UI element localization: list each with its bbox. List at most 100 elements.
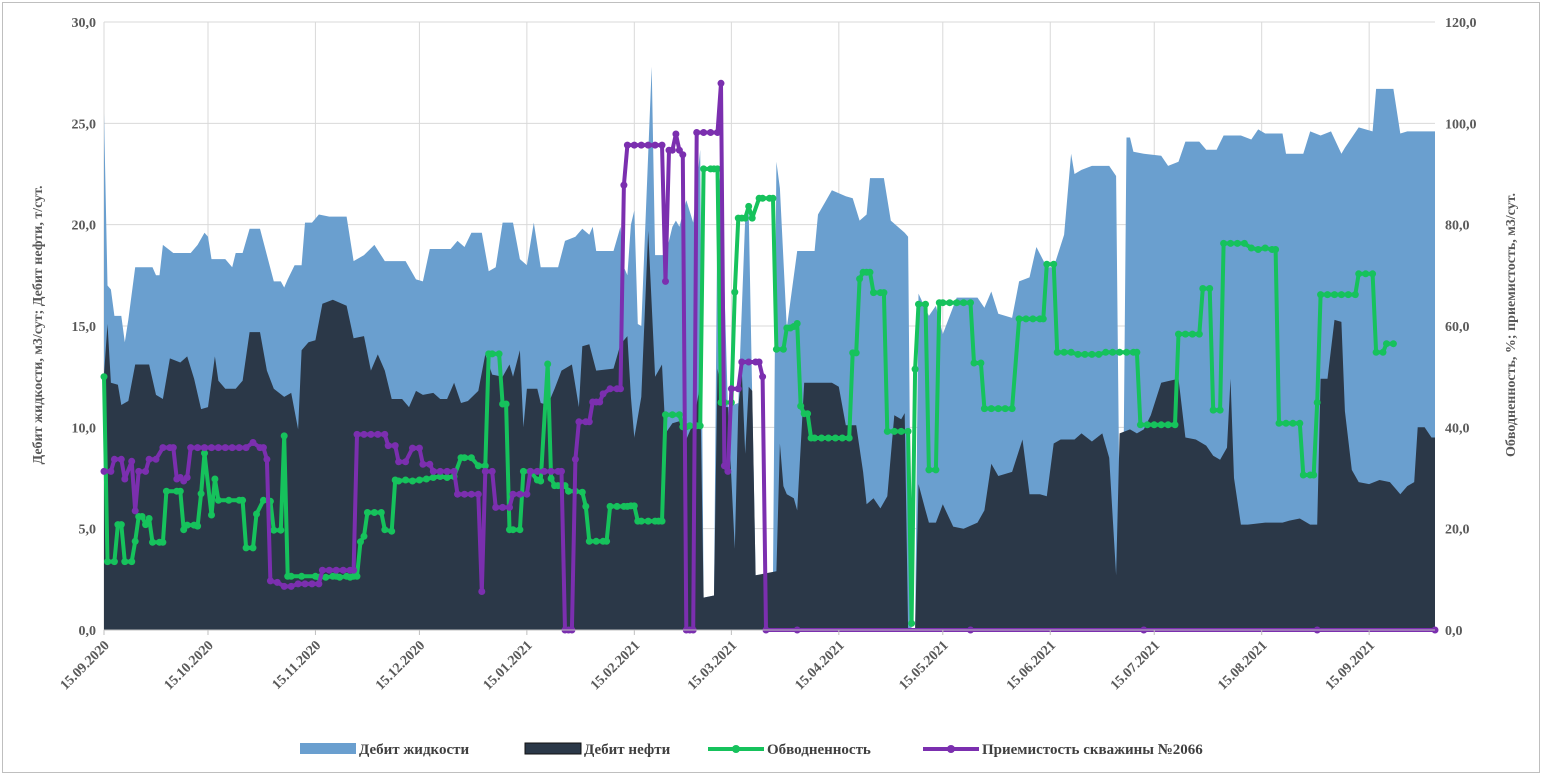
point-injectivity bbox=[117, 455, 125, 463]
point-injectivity bbox=[717, 79, 725, 87]
point-injectivity bbox=[700, 129, 708, 136]
point-watercut bbox=[377, 509, 385, 516]
point-watercut bbox=[630, 502, 638, 510]
point-watercut bbox=[145, 515, 153, 522]
point-watercut bbox=[249, 544, 257, 552]
legend-label: Обводненность bbox=[767, 742, 871, 758]
point-injectivity bbox=[214, 444, 222, 452]
point-watercut bbox=[1008, 405, 1016, 413]
point-watercut bbox=[1383, 340, 1390, 348]
point-injectivity bbox=[599, 390, 607, 398]
point-injectivity bbox=[259, 444, 267, 452]
point-watercut bbox=[194, 522, 202, 530]
point-injectivity bbox=[672, 130, 680, 138]
point-watercut bbox=[925, 466, 933, 474]
point-injectivity bbox=[693, 129, 701, 136]
point-watercut bbox=[467, 454, 475, 462]
point-injectivity bbox=[499, 503, 507, 511]
point-injectivity bbox=[533, 467, 541, 475]
point-watercut bbox=[537, 477, 545, 485]
point-watercut bbox=[838, 434, 846, 442]
point-watercut bbox=[544, 360, 552, 368]
point-injectivity bbox=[402, 458, 410, 466]
point-watercut bbox=[242, 544, 250, 552]
point-injectivity bbox=[623, 141, 631, 149]
point-injectivity bbox=[135, 467, 143, 475]
y-tick-label: 25,0 bbox=[72, 117, 97, 132]
point-injectivity bbox=[128, 457, 136, 465]
point-injectivity bbox=[395, 458, 403, 466]
point-watercut bbox=[381, 526, 389, 534]
point-watercut bbox=[1043, 260, 1051, 268]
point-injectivity bbox=[391, 442, 399, 450]
point-injectivity bbox=[745, 358, 753, 366]
legend-swatch-marker bbox=[732, 745, 740, 753]
point-injectivity bbox=[617, 385, 624, 393]
point-injectivity bbox=[516, 490, 524, 498]
x-tick-label: 15.04.2021 bbox=[792, 638, 847, 693]
point-injectivity bbox=[606, 385, 614, 393]
point-watercut bbox=[1227, 239, 1234, 247]
point-watercut bbox=[128, 558, 136, 566]
point-injectivity bbox=[707, 129, 715, 136]
point-watercut bbox=[214, 496, 222, 504]
point-watercut bbox=[748, 214, 756, 222]
area-oil-rate bbox=[104, 230, 1435, 630]
point-watercut bbox=[1188, 330, 1196, 338]
point-watercut bbox=[1157, 421, 1165, 429]
point-watercut bbox=[565, 487, 572, 495]
point-watercut bbox=[322, 573, 330, 581]
point-injectivity bbox=[481, 467, 489, 475]
point-injectivity bbox=[273, 578, 281, 586]
point-injectivity bbox=[374, 430, 382, 438]
point-injectivity bbox=[280, 582, 288, 590]
point-injectivity bbox=[360, 430, 368, 438]
point-injectivity bbox=[266, 577, 274, 585]
point-watercut bbox=[277, 526, 285, 534]
y-axis-title: Дебит жидкости, м3/сут; Дебит нефти, т/с… bbox=[31, 186, 46, 465]
x-tick-label: 15.09.2021 bbox=[1323, 638, 1378, 693]
point-watercut bbox=[1109, 348, 1117, 356]
point-watercut bbox=[759, 194, 767, 202]
point-watercut bbox=[461, 454, 468, 462]
point-injectivity bbox=[183, 474, 191, 481]
point-injectivity bbox=[152, 455, 160, 463]
point-watercut bbox=[960, 299, 968, 307]
point-watercut bbox=[637, 517, 645, 525]
point-injectivity bbox=[488, 467, 496, 475]
point-watercut bbox=[856, 275, 864, 283]
point-injectivity bbox=[415, 444, 423, 452]
point-watercut bbox=[1116, 348, 1124, 356]
point-watercut bbox=[603, 537, 611, 545]
point-watercut bbox=[967, 299, 974, 307]
point-injectivity bbox=[301, 580, 309, 588]
point-injectivity bbox=[409, 444, 416, 452]
point-injectivity bbox=[727, 385, 735, 393]
point-injectivity bbox=[734, 385, 742, 393]
point-watercut bbox=[1171, 421, 1179, 429]
point-watercut bbox=[388, 527, 396, 535]
x-tick-label: 15.07.2021 bbox=[1108, 638, 1163, 693]
legend-label: Приемистость скважины №2066 bbox=[982, 742, 1203, 758]
point-watercut bbox=[1296, 419, 1304, 427]
point-injectivity bbox=[145, 455, 153, 463]
point-injectivity bbox=[523, 490, 531, 498]
point-watercut bbox=[1015, 315, 1023, 323]
point-injectivity bbox=[630, 141, 638, 149]
point-watercut bbox=[481, 462, 489, 470]
point-watercut bbox=[745, 202, 753, 210]
point-watercut bbox=[1181, 330, 1189, 338]
point-injectivity bbox=[315, 580, 323, 588]
point-injectivity bbox=[620, 181, 628, 189]
point-watercut bbox=[890, 427, 898, 435]
point-watercut bbox=[804, 410, 812, 418]
x-tick-label: 15.08.2021 bbox=[1215, 638, 1270, 693]
y2-tick-label: 40,0 bbox=[1445, 421, 1470, 436]
point-watercut bbox=[662, 411, 669, 419]
point-injectivity bbox=[668, 146, 676, 154]
point-watercut bbox=[159, 538, 167, 546]
point-watercut bbox=[1272, 246, 1280, 253]
x-tick-label: 15.11.2020 bbox=[270, 638, 325, 693]
